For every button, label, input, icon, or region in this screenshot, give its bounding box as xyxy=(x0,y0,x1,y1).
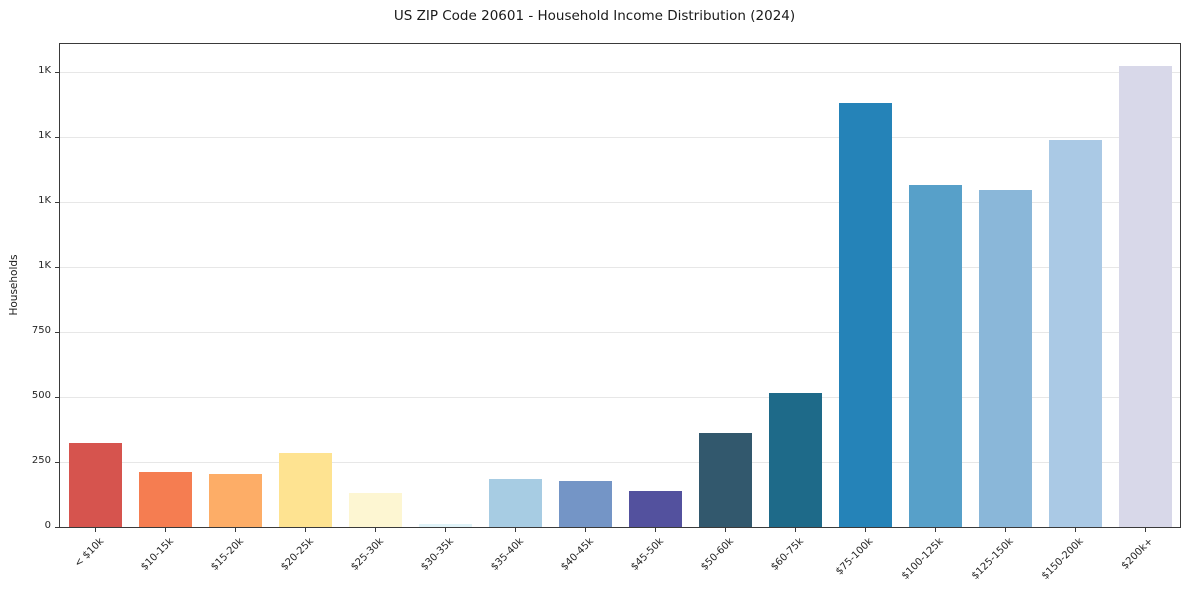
x-tick-label: $125-150k xyxy=(969,536,1016,582)
x-tick-label: $150-200k xyxy=(1039,536,1086,582)
x-tick-mark xyxy=(935,528,936,532)
x-tick-mark xyxy=(865,528,866,532)
gridline xyxy=(60,332,1180,334)
x-tick-label: $25-30k xyxy=(348,536,386,573)
bar xyxy=(1048,140,1102,527)
gridline xyxy=(60,267,1180,269)
bar xyxy=(838,103,892,527)
x-tick-label: $10-15k xyxy=(138,536,176,573)
bar xyxy=(418,523,472,527)
x-tick-mark xyxy=(725,528,726,532)
x-tick-label: $30-35k xyxy=(418,536,456,573)
y-tick-mark xyxy=(55,267,59,269)
x-tick-label: $35-40k xyxy=(488,536,526,573)
y-tick-mark xyxy=(55,397,59,399)
x-tick-mark xyxy=(235,528,236,532)
y-axis-label: Households xyxy=(8,254,20,316)
plot-area xyxy=(59,43,1181,528)
x-tick-label: $40-45k xyxy=(558,536,596,573)
y-tick-mark xyxy=(55,527,59,528)
y-tick-label: 0 xyxy=(44,520,51,531)
bar xyxy=(978,190,1032,527)
y-tick-label: 1K xyxy=(38,195,51,207)
bar xyxy=(1118,66,1172,527)
bar xyxy=(768,393,822,527)
bar xyxy=(68,443,122,527)
gridline xyxy=(60,137,1180,139)
x-tick-label: $20-25k xyxy=(278,536,316,573)
y-tick-label: 1K xyxy=(38,65,51,77)
x-tick-mark xyxy=(305,528,306,532)
gridline xyxy=(60,397,1180,399)
y-tick-mark xyxy=(55,137,59,139)
bar xyxy=(908,185,962,527)
x-tick-label: $45-50k xyxy=(628,536,666,573)
x-tick-mark xyxy=(795,528,796,532)
x-tick-mark xyxy=(585,528,586,532)
x-tick-label: $200k+ xyxy=(1119,536,1156,572)
gridline xyxy=(60,72,1180,74)
x-tick-mark xyxy=(1075,528,1076,532)
y-tick-label: 500 xyxy=(31,390,51,402)
x-tick-label: $60-75k xyxy=(768,536,806,573)
x-tick-mark xyxy=(1005,528,1006,532)
x-tick-mark xyxy=(165,528,166,532)
x-tick-label: $15-20k xyxy=(208,536,246,573)
bar xyxy=(488,478,542,527)
y-tick-label: 1K xyxy=(38,130,51,142)
x-tick-mark xyxy=(445,528,446,532)
y-tick-mark xyxy=(55,72,59,74)
y-tick-mark xyxy=(55,332,59,334)
x-tick-mark xyxy=(95,528,96,532)
bar xyxy=(558,481,612,527)
y-tick-label: 750 xyxy=(31,325,51,337)
x-tick-mark xyxy=(375,528,376,532)
bar xyxy=(208,473,262,527)
bar xyxy=(348,492,402,527)
bar xyxy=(138,472,192,527)
y-tick-mark xyxy=(55,462,59,463)
gridline xyxy=(60,202,1180,204)
y-tick-label: 250 xyxy=(31,455,51,466)
y-tick-label: 1K xyxy=(38,260,51,272)
y-tick-mark xyxy=(55,202,59,204)
x-tick-label: < $10k xyxy=(72,536,106,570)
x-tick-label: $75-100k xyxy=(834,536,876,578)
bar xyxy=(628,491,682,527)
chart-title: US ZIP Code 20601 - Household Income Dis… xyxy=(393,8,796,24)
gridline xyxy=(60,462,1180,463)
x-tick-label: $50-60k xyxy=(698,536,736,573)
bar xyxy=(278,452,332,527)
bar xyxy=(698,432,752,527)
x-tick-label: $100-125k xyxy=(899,536,946,582)
x-tick-mark xyxy=(1145,528,1146,532)
x-tick-mark xyxy=(515,528,516,532)
x-tick-mark xyxy=(655,528,656,532)
